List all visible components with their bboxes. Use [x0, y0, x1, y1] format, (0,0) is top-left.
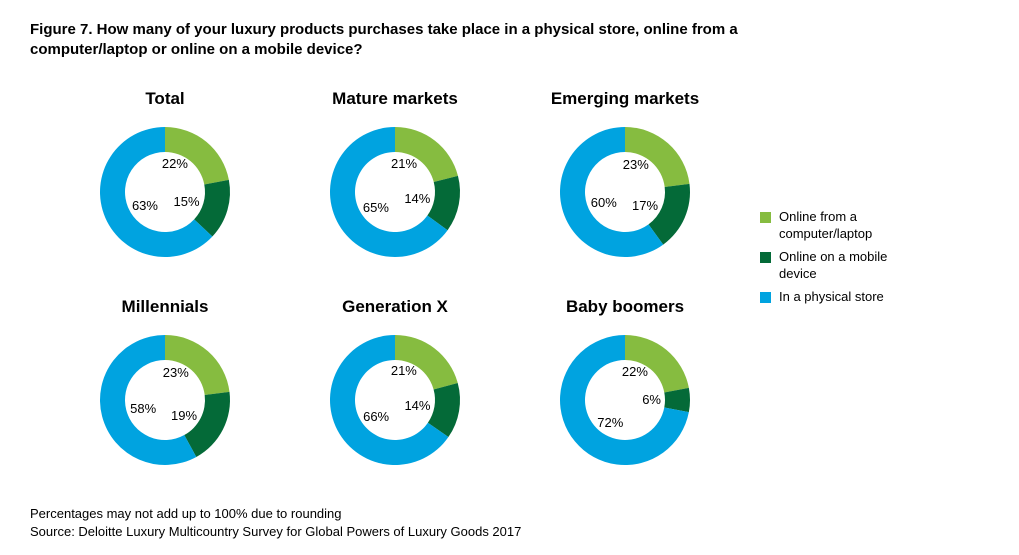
- pct-label-laptop: 22%: [156, 156, 188, 171]
- chart-title: Baby boomers: [566, 297, 684, 317]
- chart-title: Millennials: [122, 297, 209, 317]
- chart-cell: Baby boomers 22% 6% 72%: [520, 297, 730, 475]
- donut-chart: 21% 14% 65%: [320, 117, 470, 267]
- pct-label-mobile: 14%: [398, 398, 430, 413]
- pct-label-store: 72%: [597, 415, 623, 430]
- pct-label-laptop: 21%: [385, 156, 417, 171]
- chart-title: Generation X: [342, 297, 448, 317]
- legend-swatch: [760, 292, 771, 303]
- legend-item: Online on a mobile device: [760, 249, 909, 283]
- footnotes: Percentages may not add up to 100% due t…: [30, 505, 989, 541]
- chart-title: Mature markets: [332, 89, 458, 109]
- footnote-rounding: Percentages may not add up to 100% due t…: [30, 505, 989, 523]
- legend-swatch: [760, 212, 771, 223]
- pct-label-store: 58%: [130, 401, 156, 416]
- legend-label: In a physical store: [779, 289, 884, 306]
- pct-label-store: 60%: [591, 195, 617, 210]
- pct-label-laptop: 21%: [385, 363, 417, 378]
- chart-cell: Generation X 21% 14% 66%: [290, 297, 500, 475]
- legend: Online from a computer/laptop Online on a…: [760, 209, 909, 311]
- chart-title: Emerging markets: [551, 89, 699, 109]
- chart-cell: Total 22% 15% 63%: [60, 89, 270, 267]
- donut-chart: 22% 15% 63%: [90, 117, 240, 267]
- pct-label-laptop: 23%: [157, 365, 189, 380]
- donut-chart: 23% 17% 60%: [550, 117, 700, 267]
- donut-chart: 23% 19% 58%: [90, 325, 240, 475]
- chart-cell: Millennials 23% 19% 58%: [60, 297, 270, 475]
- pct-label-mobile: 6%: [629, 392, 661, 407]
- legend-label: Online from a computer/laptop: [779, 209, 909, 243]
- pct-label-mobile: 17%: [626, 198, 658, 213]
- legend-item: Online from a computer/laptop: [760, 209, 909, 243]
- pct-label-mobile: 15%: [168, 194, 200, 209]
- pct-label-store: 65%: [363, 200, 389, 215]
- legend-swatch: [760, 252, 771, 263]
- pct-label-store: 66%: [363, 409, 389, 424]
- charts-grid: Total 22% 15% 63% Mature markets 21% 14% 65% Eme…: [60, 89, 730, 475]
- figure-title: Figure 7. How many of your luxury produc…: [30, 20, 830, 59]
- donut-segment-mobile: [184, 392, 230, 457]
- chart-title: Total: [145, 89, 184, 109]
- chart-cell: Mature markets 21% 14% 65%: [290, 89, 500, 267]
- pct-label-store: 63%: [132, 198, 158, 213]
- footnote-source: Source: Deloitte Luxury Multicountry Sur…: [30, 523, 989, 541]
- donut-chart: 22% 6% 72%: [550, 325, 700, 475]
- pct-label-laptop: 22%: [616, 364, 648, 379]
- legend-label: Online on a mobile device: [779, 249, 909, 283]
- donut-chart: 21% 14% 66%: [320, 325, 470, 475]
- chart-cell: Emerging markets 23% 17% 60%: [520, 89, 730, 267]
- pct-label-laptop: 23%: [617, 157, 649, 172]
- pct-label-mobile: 19%: [165, 408, 197, 423]
- legend-item: In a physical store: [760, 289, 909, 306]
- pct-label-mobile: 14%: [398, 191, 430, 206]
- donut-segment-laptop: [395, 127, 458, 182]
- content-area: Total 22% 15% 63% Mature markets 21% 14% 65% Eme…: [30, 89, 989, 475]
- donut-segment-laptop: [395, 335, 458, 390]
